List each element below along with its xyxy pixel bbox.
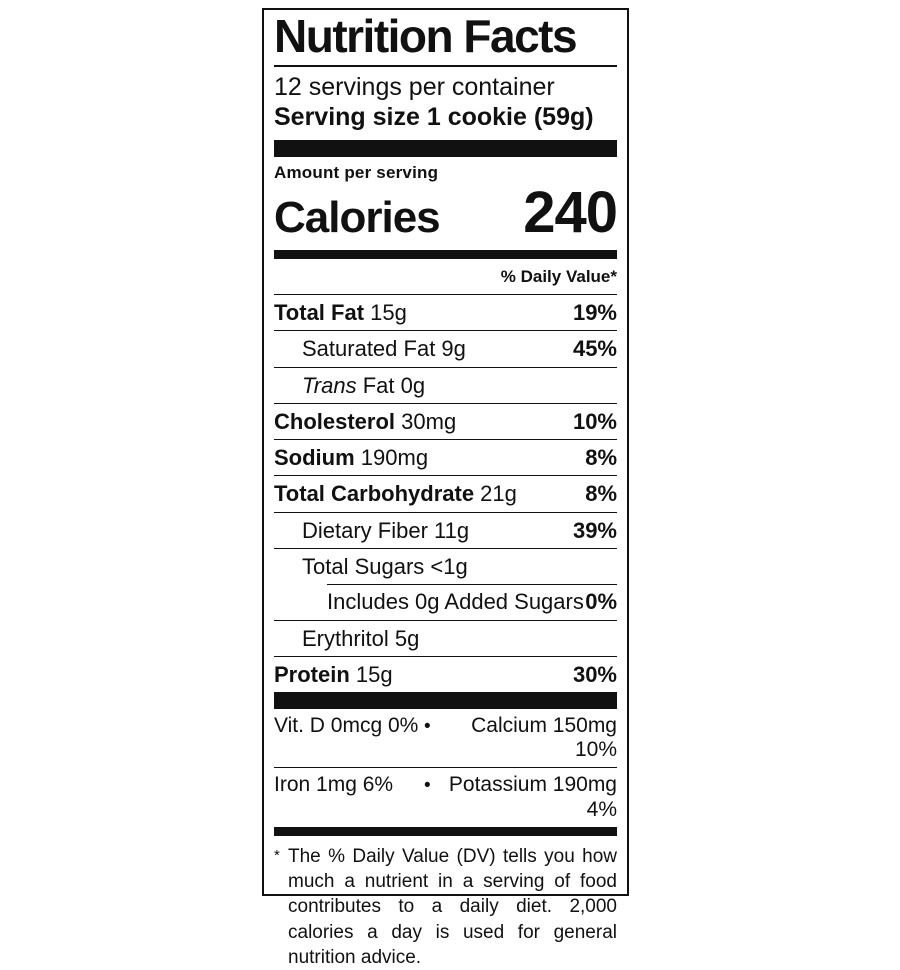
nutrient-name: Total Carbohydrate 21g bbox=[274, 481, 517, 507]
micronutrient-right: Calcium 150mg 10% bbox=[471, 714, 617, 762]
nutrient-daily-value: 39% bbox=[572, 517, 617, 543]
calories-label: Calories bbox=[274, 192, 441, 242]
nutrient-name: Total Fat 15g bbox=[274, 299, 407, 325]
micronutrient-left: Vit. D 0mcg 0% bbox=[274, 714, 419, 738]
micronutrient-rows: Vit. D 0mcg 0% • Calcium 150mg 10% Iron … bbox=[274, 709, 617, 827]
servings-per-container: 12 servings per container bbox=[274, 72, 555, 101]
nutrient-name: Saturated Fat 9g bbox=[302, 336, 466, 362]
bullet-separator: • bbox=[424, 775, 431, 797]
nutrient-name: Includes 0g Added Sugars bbox=[327, 589, 584, 615]
separator-bar-medium-calories bbox=[274, 249, 617, 259]
micronutrient-row: Iron 1mg 6% • Potassium 190mg 4% bbox=[274, 767, 617, 826]
nutrient-name: Sodium 190mg bbox=[274, 445, 429, 471]
footnote-marker: * bbox=[274, 846, 280, 864]
nutrient-daily-value: 8% bbox=[585, 481, 617, 507]
label-title: Nutrition Facts bbox=[274, 13, 617, 67]
nutrient-row: Protein 15g 30% bbox=[274, 655, 617, 692]
nutrient-daily-value: 8% bbox=[585, 445, 617, 471]
separator-bar-thick-top bbox=[274, 139, 617, 157]
nutrient-name: Total Sugars <1g bbox=[302, 553, 468, 579]
serving-size: Serving size 1 cookie (59g) bbox=[274, 103, 594, 132]
nutrient-name: Dietary Fiber 11g bbox=[302, 517, 470, 543]
nutrient-name: Protein 15g bbox=[274, 661, 393, 687]
nutrient-name: Erythritol 5g bbox=[302, 625, 420, 651]
separator-bar-medium-bottom bbox=[274, 826, 617, 836]
nutrient-row: Cholesterol 30mg 10% bbox=[274, 402, 617, 439]
nutrient-daily-value: 10% bbox=[572, 408, 617, 434]
separator-bar-thick-bottom bbox=[274, 692, 617, 710]
nutrient-row: Includes 0g Added Sugars 0% bbox=[274, 584, 617, 619]
footnote-text: The % Daily Value (DV) tells you how muc… bbox=[288, 845, 617, 968]
daily-value-header: % Daily Value* bbox=[500, 266, 617, 286]
calories-value: 240 bbox=[523, 179, 618, 245]
nutrient-daily-value: 30% bbox=[572, 661, 617, 687]
nutrient-row: Trans Fat 0g bbox=[274, 366, 617, 403]
micronutrient-right: Potassium 190mg 4% bbox=[448, 773, 617, 821]
calories-row: Calories 240 bbox=[274, 179, 618, 246]
nutrient-row: Saturated Fat 9g 45% bbox=[274, 330, 617, 366]
nutrient-row: Total Carbohydrate 21g 8% bbox=[274, 475, 617, 511]
nutrient-row: Erythritol 5g bbox=[274, 619, 617, 656]
nutrient-daily-value: 0% bbox=[585, 589, 617, 615]
nutrient-name: Cholesterol 30mg bbox=[274, 408, 457, 434]
amount-per-serving-label: Amount per serving bbox=[274, 162, 439, 182]
micronutrient-row: Vit. D 0mcg 0% • Calcium 150mg 10% bbox=[274, 709, 617, 767]
nutrient-daily-value: 45% bbox=[572, 336, 617, 362]
nutrient-daily-value: 19% bbox=[572, 299, 617, 325]
nutrient-name: Trans Fat 0g bbox=[302, 372, 426, 398]
nutrient-row: Dietary Fiber 11g 39% bbox=[274, 511, 617, 548]
micronutrient-left: Iron 1mg 6% bbox=[274, 773, 394, 797]
footnote: * The % Daily Value (DV) tells you how m… bbox=[274, 836, 617, 970]
nutrition-facts-label: Nutrition Facts 12 servings per containe… bbox=[262, 8, 629, 968]
bullet-separator: • bbox=[424, 716, 431, 738]
nutrient-row: Total Sugars <1g bbox=[274, 547, 617, 584]
nutrient-row: Sodium 190mg 8% bbox=[274, 439, 617, 475]
nutrient-rows: Total Fat 15g 19% Saturated Fat 9g 45% T… bbox=[274, 293, 617, 692]
nutrient-row: Total Fat 15g 19% bbox=[274, 293, 617, 330]
